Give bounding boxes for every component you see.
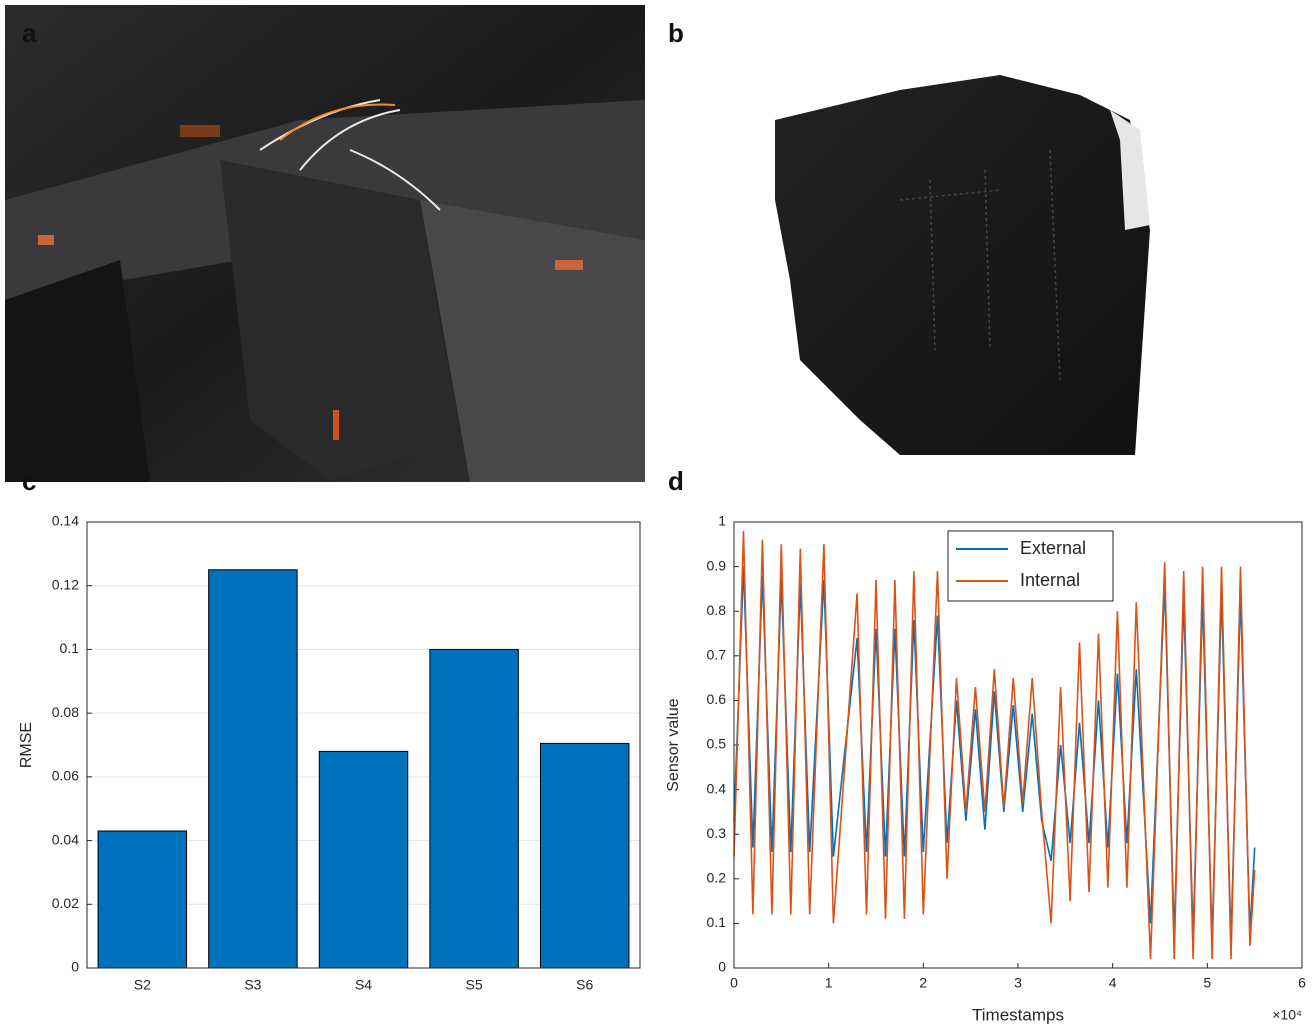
y-tick-label: 0.7 — [707, 647, 727, 663]
y-tick-label: 0.6 — [707, 691, 727, 707]
y-axis-title: Sensor value — [665, 698, 682, 791]
y-axis-title: RMSE — [18, 722, 35, 768]
photo-a — [5, 5, 645, 482]
y-tick-label: 0 — [71, 959, 79, 975]
panel-label: c — [22, 466, 36, 496]
y-tick-label: 1 — [718, 513, 726, 529]
x-tick-label: 3 — [1014, 975, 1022, 991]
x-tick-label: 5 — [1203, 975, 1211, 991]
x-tick-label: 4 — [1109, 975, 1117, 991]
y-tick-label: 0.1 — [707, 914, 727, 930]
y-tick-label: 0.3 — [707, 825, 727, 841]
y-tick-label: 0.08 — [52, 704, 79, 720]
x-exponent: ×10⁴ — [1272, 1007, 1302, 1023]
y-tick-label: 0.9 — [707, 557, 727, 573]
y-tick-label: 0.06 — [52, 768, 79, 784]
x-axis-title: Timestamps — [972, 1005, 1064, 1024]
y-tick-label: 0.02 — [52, 895, 79, 911]
y-tick-label: 0.14 — [52, 513, 79, 529]
x-tick-label: S6 — [576, 977, 593, 993]
x-tick-label: S4 — [355, 977, 372, 993]
legend-label: Internal — [1020, 570, 1080, 590]
x-tick-label: 6 — [1298, 975, 1306, 991]
y-tick-label: 0.5 — [707, 736, 727, 752]
x-tick-label: S3 — [244, 977, 261, 993]
y-tick-label: 0.1 — [60, 640, 80, 656]
x-tick-label: 0 — [730, 975, 738, 991]
bar — [98, 831, 186, 968]
figure: a b c d 00.020.040.060.080.10.120.14RMSE… — [0, 0, 1314, 1026]
x-tick-label: 1 — [825, 975, 833, 991]
y-tick-label: 0 — [718, 959, 726, 975]
y-tick-label: 0.12 — [52, 576, 79, 592]
panel-label: d — [668, 466, 684, 496]
panel-label: a — [22, 18, 37, 48]
x-tick-label: S2 — [134, 977, 151, 993]
panel-label: b — [668, 18, 684, 48]
bar — [540, 743, 628, 968]
y-tick-label: 0.04 — [52, 831, 79, 847]
y-tick-label: 0.8 — [707, 602, 727, 618]
y-tick-label: 0.2 — [707, 870, 727, 886]
bar — [209, 570, 297, 968]
y-tick-label: 0.4 — [707, 780, 727, 796]
legend-label: External — [1020, 538, 1086, 558]
bar — [319, 751, 407, 968]
x-tick-label: S5 — [466, 977, 483, 993]
figure-canvas: a b c d 00.020.040.060.080.10.120.14RMSE… — [0, 0, 1314, 1026]
x-tick-label: 2 — [919, 975, 927, 991]
photo-b — [775, 75, 1150, 455]
bar — [430, 649, 518, 968]
